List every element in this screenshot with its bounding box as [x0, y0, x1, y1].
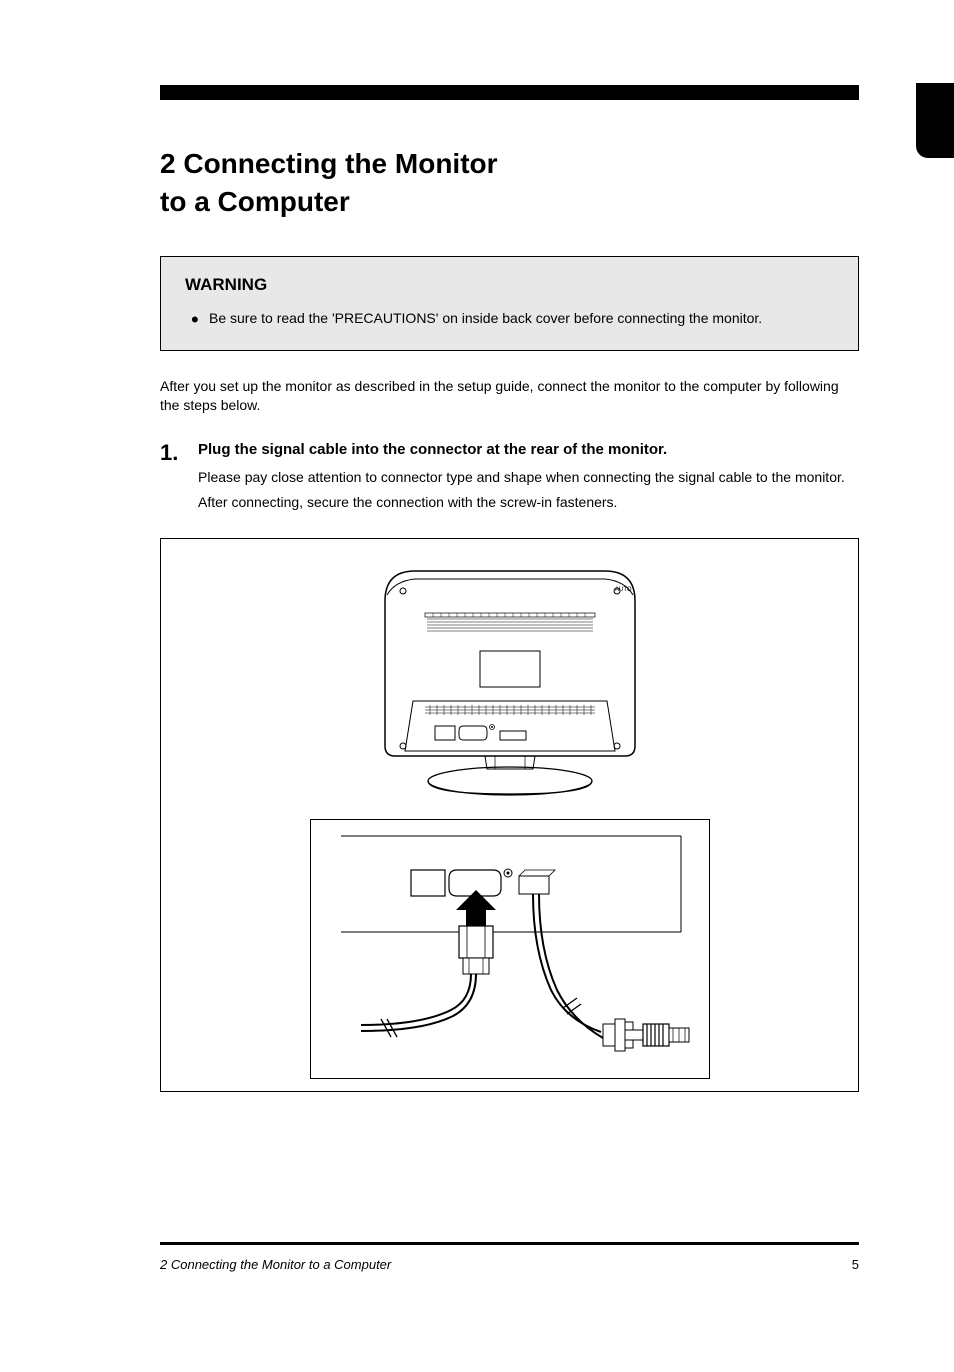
step-text-2: After connecting, secure the connection …	[198, 493, 859, 512]
step-1: 1. Plug the signal cable into the connec…	[160, 440, 859, 518]
monitor-rear-svg: AUTO	[355, 551, 665, 811]
page-subtitle: to a Computer	[160, 186, 859, 218]
step-text-1: Please pay close attention to connector …	[198, 468, 859, 487]
top-horizontal-rule	[160, 85, 859, 100]
figure-frame: AUTO	[160, 538, 859, 1092]
footer-rule	[160, 1242, 859, 1245]
intro-paragraph: After you set up the monitor as describe…	[160, 377, 859, 416]
warning-box: WARNING Be sure to read the 'PRECAUTIONS…	[160, 256, 859, 351]
footer-page-number: 5	[852, 1257, 859, 1272]
monitor-auto-label: AUTO	[615, 587, 632, 593]
monitor-rear-illustration: AUTO	[355, 551, 665, 811]
vga-plug-icon	[603, 1019, 689, 1051]
page-footer: 2 Connecting the Monitor to a Computer 5	[160, 1242, 859, 1272]
port-closeup-illustration	[310, 819, 710, 1079]
warning-item: Be sure to read the 'PRECAUTIONS' on ins…	[191, 309, 834, 328]
page-side-tab	[916, 83, 954, 158]
warning-heading: WARNING	[185, 275, 834, 295]
warning-list: Be sure to read the 'PRECAUTIONS' on ins…	[185, 309, 834, 328]
title-area: 2 Connecting the Monitor to a Computer	[160, 148, 859, 218]
page-title: 2 Connecting the Monitor	[160, 148, 859, 180]
step-body: Plug the signal cable into the connector…	[198, 440, 859, 518]
page-content: 2 Connecting the Monitor to a Computer W…	[0, 0, 954, 1092]
port-closeup-svg	[311, 820, 711, 1080]
footer-row: 2 Connecting the Monitor to a Computer 5	[160, 1257, 859, 1272]
step-heading: Plug the signal cable into the connector…	[198, 440, 859, 460]
footer-left-text: 2 Connecting the Monitor to a Computer	[160, 1257, 391, 1272]
step-number: 1.	[160, 440, 198, 518]
